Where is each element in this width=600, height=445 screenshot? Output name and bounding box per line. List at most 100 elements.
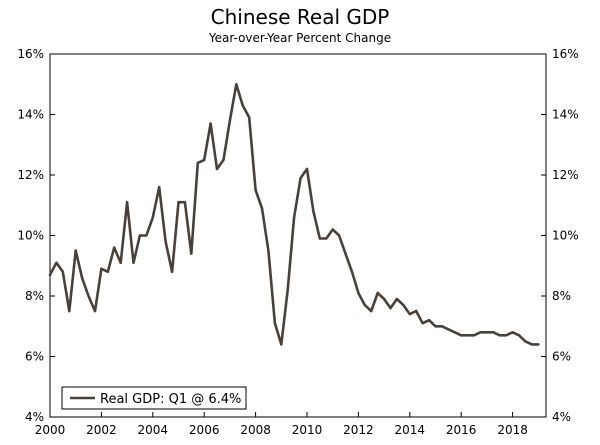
data-point xyxy=(492,331,495,334)
chart-subtitle: Year-over-Year Percent Change xyxy=(208,31,391,45)
data-point xyxy=(235,83,238,86)
x-tick-label: 2002 xyxy=(86,423,117,437)
data-point xyxy=(80,276,84,280)
legend-label: Real GDP: Q1 @ 6.4% xyxy=(100,392,241,407)
data-point xyxy=(273,322,277,325)
y-tick-label-right: 4% xyxy=(552,410,571,424)
data-point xyxy=(331,228,334,231)
data-point xyxy=(164,240,167,243)
data-point xyxy=(202,158,206,162)
data-point xyxy=(312,210,315,213)
data-point xyxy=(389,306,392,310)
data-point xyxy=(209,122,212,125)
data-point xyxy=(415,309,418,313)
data-point xyxy=(196,161,199,165)
data-point xyxy=(151,216,154,219)
legend: Real GDP: Q1 @ 6.4% xyxy=(61,386,247,410)
data-point xyxy=(280,343,283,346)
data-point xyxy=(363,303,367,307)
data-point xyxy=(453,331,456,334)
x-tick-label: 2004 xyxy=(138,423,169,437)
data-point xyxy=(504,334,508,337)
data-point xyxy=(138,234,142,237)
data-point xyxy=(158,185,161,189)
data-point xyxy=(215,167,219,171)
data-point xyxy=(145,234,148,237)
data-point xyxy=(370,309,373,313)
y-tick-label-left: 6% xyxy=(25,350,44,364)
data-point xyxy=(190,252,193,255)
series-points xyxy=(48,83,540,346)
y-tick-label-right: 16% xyxy=(552,47,579,61)
data-point xyxy=(93,309,97,313)
data-point xyxy=(511,331,514,334)
y-axis-left: 4% 6% 8% 10% 12% 14% 16% xyxy=(17,47,55,424)
y-tick-label-left: 14% xyxy=(17,108,44,122)
y-tick-label-left: 4% xyxy=(25,410,44,424)
data-point xyxy=(466,334,469,337)
chart-title: Chinese Real GDP xyxy=(211,5,390,29)
y-tick-label-left: 8% xyxy=(25,289,44,303)
y-axis-right: 4% 6% 8% 10% 12% 14% 16% xyxy=(541,47,579,424)
data-point xyxy=(183,201,187,204)
data-point xyxy=(254,188,257,192)
data-point xyxy=(459,334,463,337)
data-point xyxy=(382,297,386,301)
data-point xyxy=(325,237,328,240)
data-point xyxy=(106,270,110,273)
data-point xyxy=(132,261,135,264)
data-point xyxy=(357,291,360,295)
data-point xyxy=(479,331,482,334)
data-point xyxy=(434,325,437,328)
data-point xyxy=(318,237,322,240)
y-tick-label-right: 14% xyxy=(552,108,579,122)
data-point xyxy=(68,309,71,313)
series-line-real-gdp xyxy=(48,83,540,346)
data-point xyxy=(228,119,232,122)
data-point xyxy=(61,270,65,273)
data-point xyxy=(485,331,489,334)
data-point xyxy=(524,340,527,343)
data-point xyxy=(537,343,540,346)
data-point xyxy=(376,291,379,295)
x-tick-label: 2008 xyxy=(240,423,271,437)
data-point xyxy=(177,201,180,204)
y-tick-label-left: 10% xyxy=(17,229,44,243)
y-tick-label-left: 12% xyxy=(17,168,44,182)
x-tick-label: 2014 xyxy=(395,423,426,437)
data-point xyxy=(395,297,399,301)
data-point xyxy=(119,261,122,264)
data-point xyxy=(267,249,270,252)
data-point xyxy=(74,249,77,252)
data-point xyxy=(100,267,103,270)
data-point xyxy=(517,334,521,337)
data-point xyxy=(260,207,264,210)
data-point xyxy=(350,270,354,273)
data-point xyxy=(498,334,501,337)
y-tick-label-right: 10% xyxy=(552,229,579,243)
x-tick-label: 2012 xyxy=(343,423,374,437)
data-point xyxy=(427,319,431,322)
data-point xyxy=(170,270,174,273)
data-point xyxy=(305,167,309,171)
data-point xyxy=(337,234,341,237)
data-point xyxy=(440,325,444,328)
x-tick-label: 2000 xyxy=(35,423,66,437)
x-axis: 2000 2002 2004 2006 2008 2010 2012 2014 2016 2018 xyxy=(35,412,528,437)
x-tick-label: 2006 xyxy=(189,423,220,437)
x-tick-label: 2018 xyxy=(497,423,528,437)
y-tick-label-right: 12% xyxy=(552,168,579,182)
data-point xyxy=(344,252,347,255)
data-point xyxy=(421,322,424,325)
y-tick-label-left: 16% xyxy=(17,47,44,61)
data-point xyxy=(402,303,405,307)
data-point xyxy=(113,246,116,249)
data-point xyxy=(472,334,476,337)
y-tick-label-right: 6% xyxy=(552,350,571,364)
data-point xyxy=(408,312,411,316)
data-point xyxy=(530,343,534,346)
data-point xyxy=(222,158,225,162)
data-point xyxy=(241,104,244,107)
data-point xyxy=(299,176,302,180)
